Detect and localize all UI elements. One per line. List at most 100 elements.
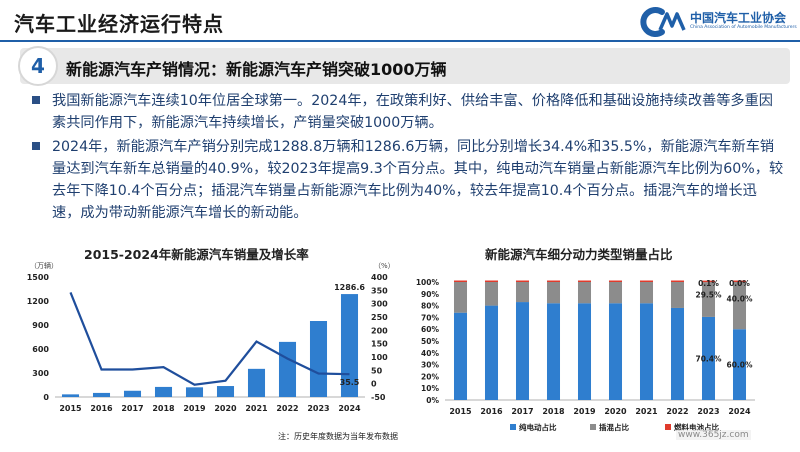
share-segment xyxy=(639,303,654,400)
bullet-item: 2024年，新能源汽车产销分别完成1288.8万辆和1286.6万辆，同比分别增… xyxy=(30,136,785,224)
x-tick-label: 2021 xyxy=(245,404,268,413)
logo-subtext: China Association of Automobile Manufact… xyxy=(690,25,797,30)
y-tick-label: 50% xyxy=(421,337,439,346)
x-tick-label: 2024 xyxy=(338,404,361,413)
footnote: 注：历史年度数据为当年发布数据 xyxy=(278,432,398,441)
bullet-text: 我国新能源汽车连续10年位居全球第一。2024年，在政策利好、供给丰富、价格降低… xyxy=(52,93,773,131)
x-tick-label: 2019 xyxy=(573,407,596,416)
sales-bar xyxy=(309,321,328,397)
x-tick-label: 2016 xyxy=(480,407,503,416)
share-segment xyxy=(701,280,716,283)
segment-data-label: 0.0% xyxy=(729,279,750,288)
share-segment xyxy=(577,282,592,304)
share-segment xyxy=(453,312,468,400)
x-tick-label: 2024 xyxy=(728,407,751,416)
right-tick-label: 300 xyxy=(371,300,388,309)
legend-swatch xyxy=(665,424,671,430)
sales-bar xyxy=(154,386,173,397)
bullet-item: 我国新能源汽车连续10年位居全球第一。2024年，在政策利好、供给丰富、价格降低… xyxy=(30,90,785,134)
right-tick-label: 150 xyxy=(371,340,388,349)
left-tick-label: 300 xyxy=(32,369,49,378)
segment-data-label: 40.0% xyxy=(726,295,753,304)
logo-name: 中国汽车工业协会 xyxy=(690,11,787,25)
left-tick-label: 0 xyxy=(43,393,49,402)
share-segment xyxy=(732,280,747,282)
share-segment xyxy=(670,307,685,400)
growth-rate-line xyxy=(69,292,350,386)
logo-mark-icon xyxy=(640,7,686,37)
y-tick-label: 80% xyxy=(421,302,439,311)
share-segment xyxy=(639,282,654,304)
y-tick-label: 20% xyxy=(421,372,439,381)
x-tick-label: 2020 xyxy=(604,407,627,416)
sales-bar xyxy=(61,394,80,397)
right-tick-label: -50 xyxy=(371,393,386,402)
share-segment xyxy=(546,282,561,304)
share-segment xyxy=(577,280,592,282)
legend-label: 纯电动占比 xyxy=(519,422,557,432)
x-tick-label: 2016 xyxy=(90,404,113,413)
segment-data-label: 0.1% xyxy=(698,279,719,288)
share-segment xyxy=(701,316,716,400)
y-tick-label: 100% xyxy=(416,278,440,287)
x-tick-label: 2015 xyxy=(59,404,82,413)
association-logo: 中国汽车工业协会 China Association of Automobile… xyxy=(640,6,800,38)
y-tick-label: 30% xyxy=(421,361,439,370)
section-bar: 4 新能源汽车产销情况：新能源汽车产销突破1000万辆 xyxy=(18,46,790,86)
share-segment xyxy=(670,280,685,282)
share-segment xyxy=(670,282,685,308)
x-tick-label: 2021 xyxy=(635,407,658,416)
chart2-title: 新能源汽车细分动力类型销量占比 xyxy=(485,247,673,262)
legend-swatch xyxy=(510,424,516,430)
chart1-title: 2015-2024年新能源汽车销量及增长率 xyxy=(84,247,309,262)
x-tick-label: 2023 xyxy=(697,407,719,416)
x-tick-label: 2019 xyxy=(183,404,206,413)
line-data-label: 35.5 xyxy=(340,378,360,387)
x-tick-label: 2017 xyxy=(121,404,143,413)
page-title: 汽车工业经济运行特点 xyxy=(14,12,224,36)
y-tick-label: 0% xyxy=(426,396,439,405)
x-tick-label: 2017 xyxy=(511,407,533,416)
y-tick-label: 10% xyxy=(421,384,439,393)
sales-bar xyxy=(340,294,359,397)
left-tick-label: 1200 xyxy=(27,297,50,306)
share-segment xyxy=(608,303,623,400)
y-tick-label: 70% xyxy=(421,313,439,322)
sales-bar xyxy=(247,368,266,397)
sales-growth-chart: （万辆） （%） 0 300 600 900 1200 1500 -50 0 50 100 150 2… xyxy=(27,261,395,413)
share-segment xyxy=(453,280,468,282)
share-segment xyxy=(732,282,747,330)
right-tick-label: 250 xyxy=(371,313,388,322)
share-segment xyxy=(639,280,654,282)
page-header: 汽车工业经济运行特点 中国汽车工业协会 China Association of… xyxy=(0,0,800,42)
share-segment xyxy=(484,282,499,306)
left-axis-unit: （万辆） xyxy=(30,261,58,270)
header-divider xyxy=(0,40,800,42)
y-tick-label: 90% xyxy=(421,290,439,299)
x-tick-label: 2015 xyxy=(449,407,472,416)
x-tick-label: 2023 xyxy=(307,404,329,413)
square-bullet-icon xyxy=(32,142,40,150)
segment-data-label: 70.4% xyxy=(695,354,722,363)
right-tick-label: 100 xyxy=(371,353,388,362)
right-tick-label: 50 xyxy=(371,366,383,375)
x-tick-label: 2018 xyxy=(542,407,565,416)
legend-swatch xyxy=(590,424,596,430)
x-tick-label: 2020 xyxy=(214,404,237,413)
section-number: 4 xyxy=(18,46,58,86)
left-tick-label: 900 xyxy=(32,321,49,330)
bullet-text: 2024年，新能源汽车产销分别完成1288.8万辆和1286.6万辆，同比分别增… xyxy=(52,139,784,221)
legend-label: 燃料电池占比 xyxy=(674,422,719,432)
right-tick-label: 0 xyxy=(371,380,377,389)
y-tick-label: 40% xyxy=(421,349,439,358)
share-segment xyxy=(484,305,499,400)
right-axis-unit: （%） xyxy=(374,262,395,270)
share-segment xyxy=(732,329,747,400)
sales-bar xyxy=(123,390,142,397)
left-tick-label: 600 xyxy=(32,345,49,354)
sales-bar xyxy=(92,392,111,397)
x-tick-label: 2022 xyxy=(666,407,688,416)
share-segment xyxy=(577,303,592,400)
right-tick-label: 350 xyxy=(371,286,388,295)
x-tick-label: 2022 xyxy=(276,404,298,413)
